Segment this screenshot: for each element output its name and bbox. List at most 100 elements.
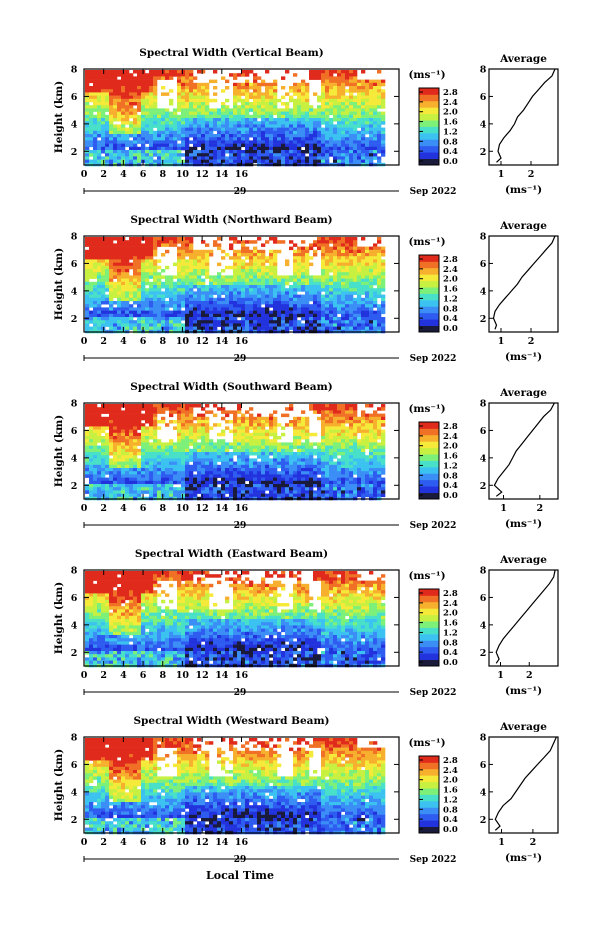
heatmap-cell [377, 102, 382, 106]
heatmap-cell [97, 265, 102, 270]
heatmap-cell [153, 477, 158, 482]
heatmap-cell [113, 461, 118, 466]
heatmap-cell [237, 98, 242, 103]
heatmap-cell [321, 269, 326, 273]
heatmap-cell [201, 269, 206, 273]
heatmap-cell [89, 159, 94, 164]
heatmap-cell [89, 114, 94, 119]
heatmap-cell [93, 253, 98, 257]
heatmap-cell [349, 285, 354, 289]
heatmap-cell [181, 288, 186, 292]
heatmap-cell [361, 98, 366, 103]
heatmap-cell [109, 439, 114, 443]
heatmap-cell [125, 404, 130, 408]
heatmap-cell [197, 448, 202, 453]
heatmap-cell [141, 153, 146, 157]
heatmap-cell [113, 442, 118, 446]
heatmap-cell [225, 288, 230, 292]
heatmap-cell [285, 323, 290, 327]
heatmap-cell [329, 98, 334, 103]
heatmap-cell [365, 108, 370, 112]
heatmap-cell [321, 76, 326, 80]
heatmap-cell [289, 317, 294, 321]
heatmap-cell [193, 134, 198, 138]
heatmap-cell [365, 137, 370, 141]
heatmap-cell [169, 445, 174, 450]
heatmap-cell [245, 281, 250, 286]
heatmap-cell [317, 320, 322, 324]
heatmap-cell [169, 137, 174, 141]
heatmap-cell [149, 294, 154, 299]
heatmap-cell [113, 137, 118, 141]
heatmap-cell [161, 127, 166, 132]
heatmap-cell [361, 105, 366, 109]
heatmap-cell [333, 294, 338, 299]
heatmap-cell [169, 439, 174, 443]
heatmap-cell [205, 442, 210, 446]
heatmap-cell [137, 262, 142, 267]
heatmap-cell [301, 240, 306, 244]
heatmap-cell [85, 323, 90, 327]
heatmap-cell [97, 269, 102, 273]
heatmap-cell [225, 156, 230, 160]
heatmap-cell [137, 89, 142, 93]
heatmap-cell [173, 317, 178, 321]
heatmap-cell [345, 150, 350, 154]
heatmap-cell [281, 320, 286, 324]
heatmap-cell [113, 436, 118, 440]
heatmap-cell [217, 262, 222, 267]
heatmap-cell [137, 86, 142, 90]
heatmap-cell [213, 153, 218, 157]
heatmap-cell [137, 259, 142, 263]
heatmap-cell [161, 416, 166, 421]
heatmap-cell [245, 70, 250, 74]
heatmap-cell [309, 130, 314, 135]
heatmap-cell [205, 487, 210, 491]
heatmap-cell [313, 320, 318, 324]
heatmap-cell [89, 98, 94, 103]
heatmap-cell [117, 313, 122, 318]
heatmap-cell [257, 89, 262, 93]
heatmap-cell [125, 246, 130, 251]
heatmap-cell [317, 237, 322, 241]
heatmap-cell [85, 288, 90, 292]
heatmap-cell [201, 291, 206, 295]
heatmap-cell [233, 130, 238, 135]
heatmap-cell [341, 253, 346, 257]
heatmap-cell [97, 423, 102, 427]
heatmap-cell [205, 326, 210, 331]
heatmap-cell [369, 95, 374, 100]
colorbar-tick-label: 1.6 [443, 118, 458, 128]
heatmap-cell [313, 134, 318, 138]
heatmap-cell [369, 294, 374, 299]
heatmap-cell [153, 86, 158, 90]
heatmap-cell [353, 249, 358, 254]
heatmap-cell [353, 130, 358, 135]
heatmap-cell [169, 275, 174, 279]
heatmap-cell [113, 310, 118, 315]
heatmap-cell [313, 121, 318, 125]
heatmap-cell [209, 452, 214, 456]
heatmap-cell [89, 265, 94, 270]
heatmap-cell [301, 323, 306, 327]
heatmap-cell [173, 426, 178, 430]
heatmap-cell [149, 288, 154, 292]
heatmap-cell [273, 143, 278, 148]
heatmap-cell [89, 127, 94, 132]
heatmap-cell [141, 480, 146, 485]
heatmap-cell [361, 118, 366, 122]
heatmap-cell [301, 105, 306, 109]
heatmap-cell [357, 79, 362, 84]
heatmap-cell [101, 455, 106, 459]
heatmap-cell [193, 317, 198, 321]
heatmap-cell [289, 153, 294, 157]
heatmap-cell [209, 310, 214, 315]
heatmap-cell [145, 484, 150, 488]
heatmap-cell [325, 297, 330, 302]
heatmap-cell [89, 484, 94, 488]
heatmap-cell [149, 484, 154, 488]
heatmap-cell [181, 323, 186, 327]
heatmap-cell [165, 468, 170, 472]
heatmap-cell [353, 320, 358, 324]
heatmap-cell [241, 253, 246, 257]
